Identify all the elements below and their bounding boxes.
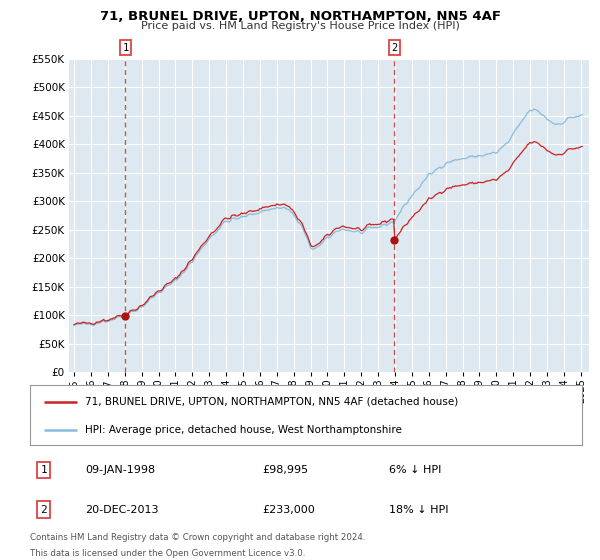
Text: HPI: Average price, detached house, West Northamptonshire: HPI: Average price, detached house, West… (85, 425, 402, 435)
Text: 18% ↓ HPI: 18% ↓ HPI (389, 505, 448, 515)
Text: This data is licensed under the Open Government Licence v3.0.: This data is licensed under the Open Gov… (30, 549, 305, 558)
Text: Contains HM Land Registry data © Crown copyright and database right 2024.: Contains HM Land Registry data © Crown c… (30, 533, 365, 542)
Text: £233,000: £233,000 (262, 505, 314, 515)
Text: 2: 2 (391, 43, 397, 53)
Text: 6% ↓ HPI: 6% ↓ HPI (389, 465, 441, 475)
Text: 1: 1 (40, 465, 47, 475)
Text: 20-DEC-2013: 20-DEC-2013 (85, 505, 158, 515)
Text: 71, BRUNEL DRIVE, UPTON, NORTHAMPTON, NN5 4AF: 71, BRUNEL DRIVE, UPTON, NORTHAMPTON, NN… (100, 10, 500, 23)
Text: 2: 2 (40, 505, 47, 515)
Text: 09-JAN-1998: 09-JAN-1998 (85, 465, 155, 475)
Text: 71, BRUNEL DRIVE, UPTON, NORTHAMPTON, NN5 4AF (detached house): 71, BRUNEL DRIVE, UPTON, NORTHAMPTON, NN… (85, 396, 458, 407)
Text: Price paid vs. HM Land Registry's House Price Index (HPI): Price paid vs. HM Land Registry's House … (140, 21, 460, 31)
Text: £98,995: £98,995 (262, 465, 308, 475)
Text: 1: 1 (122, 43, 128, 53)
